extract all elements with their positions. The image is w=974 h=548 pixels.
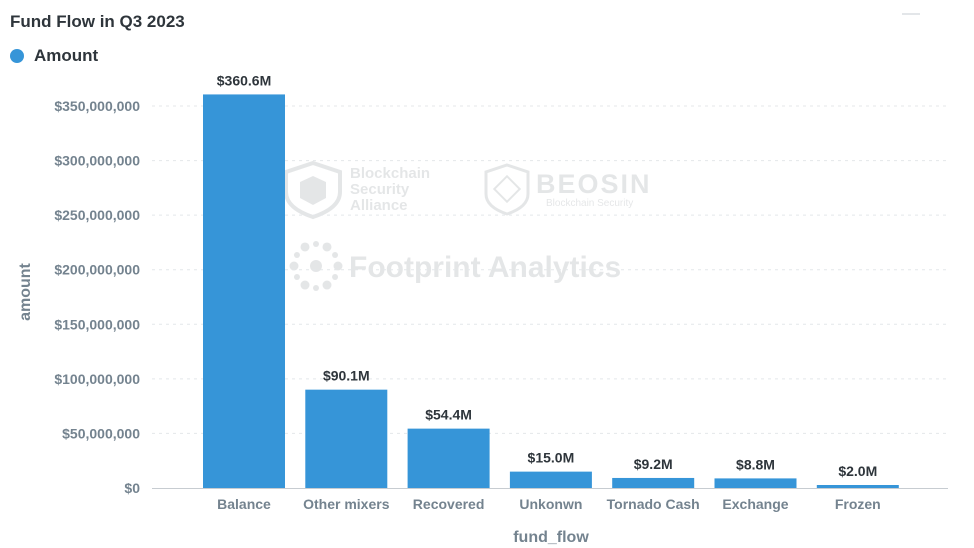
y-tick-label: $350,000,000 [54, 98, 140, 114]
shield-icon [284, 160, 342, 220]
cube-icon [300, 176, 326, 205]
bar-data-label: $54.4M [425, 407, 472, 423]
bar[interactable] [714, 478, 797, 488]
y-tick-label: $0 [124, 480, 140, 496]
y-axis-title: amount [17, 262, 34, 320]
chart-title: Fund Flow in Q3 2023 [10, 12, 185, 31]
beosin-shield-icon [484, 163, 530, 216]
x-tick-label: Unkonwn [519, 496, 582, 512]
beosin-grid-icon [492, 174, 522, 204]
bsa-watermark-text: Blockchain [350, 165, 430, 182]
bar[interactable] [305, 389, 388, 488]
y-tick-label: $200,000,000 [54, 262, 140, 278]
bar-data-label: $2.0M [838, 463, 877, 479]
bar-data-label: $9.2M [634, 456, 673, 472]
panel-handle [902, 13, 920, 15]
y-tick-label: $250,000,000 [54, 207, 140, 223]
y-tick-label: $100,000,000 [54, 371, 140, 387]
x-tick-label: Exchange [722, 496, 788, 512]
beosin-watermark-subtext: Blockchain Security [546, 198, 633, 209]
bsa-watermark-text: Alliance [350, 197, 408, 214]
x-tick-label: Frozen [835, 496, 881, 512]
bar[interactable] [816, 485, 899, 488]
y-tick-label: $150,000,000 [54, 316, 140, 332]
x-axis-title: fund_flow [513, 529, 589, 546]
y-tick-label: $50,000,000 [62, 425, 140, 441]
x-tick-label: Balance [217, 496, 271, 512]
x-tick-label: Other mixers [303, 496, 390, 512]
bar[interactable] [509, 471, 592, 488]
footprint-logo-icon [289, 241, 343, 291]
bar-data-label: $360.6M [217, 72, 271, 88]
x-tick-label: Recovered [413, 496, 485, 512]
footprint-watermark-text: Footprint Analytics [349, 251, 621, 284]
bar[interactable] [612, 477, 695, 488]
beosin-watermark-text: BEOSIN [536, 169, 652, 199]
bar[interactable] [407, 428, 490, 488]
bsa-watermark-text: Security [350, 181, 410, 198]
x-tick-label: Tornado Cash [607, 496, 700, 512]
bar[interactable] [203, 94, 285, 489]
legend[interactable]: Amount [10, 46, 98, 66]
bar-data-label: $15.0M [528, 450, 575, 466]
legend-marker [10, 49, 24, 63]
legend-label: Amount [34, 46, 99, 65]
bar-data-label: $90.1M [323, 368, 370, 384]
y-tick-label: $300,000,000 [54, 153, 140, 169]
bar-data-label: $8.8M [736, 456, 775, 472]
